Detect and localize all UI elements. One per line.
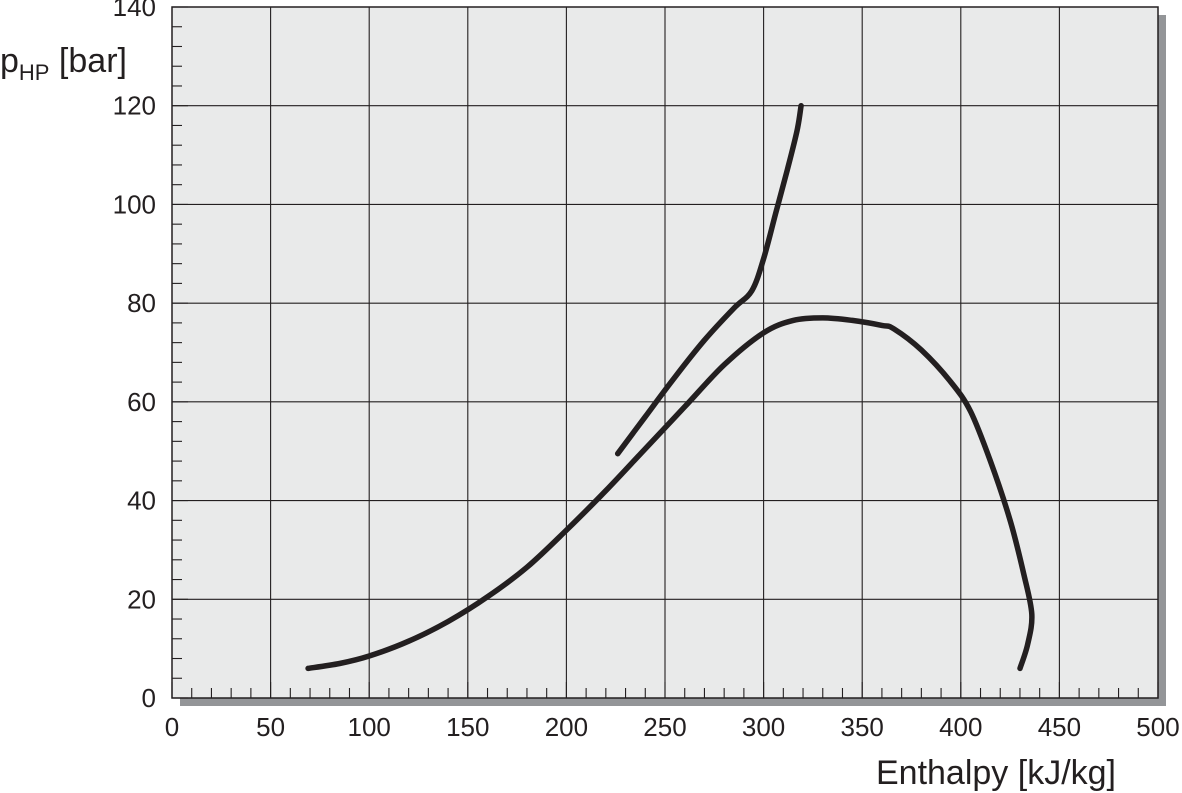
x-tick-label-0: 0 — [165, 712, 179, 742]
series-line-2 — [614, 102, 804, 457]
y-tick-label-60: 60 — [127, 387, 156, 417]
x-tick-label-250: 250 — [643, 712, 686, 742]
minor-ticks — [171, 6, 1159, 699]
y-tick-label-140: 140 — [113, 0, 156, 22]
plot-frame — [171, 6, 1159, 699]
x-tick-label-500: 500 — [1136, 712, 1179, 742]
grid — [172, 7, 1158, 698]
y-axis-title-main: p — [0, 42, 19, 80]
y-tick-label-100: 100 — [113, 189, 156, 219]
x-tick-label-300: 300 — [742, 712, 785, 742]
x-tick-label-150: 150 — [446, 712, 489, 742]
y-tick-labels: 0 20 40 60 80 100 120 140 — [113, 0, 156, 713]
x-tick-labels: 0 50 100 150 200 250 300 350 400 450 500 — [165, 712, 1180, 742]
y-tick-label-0: 0 — [142, 683, 156, 713]
y-axis-title-unit: [bar] — [49, 42, 126, 80]
x-axis-title: Enthalpy [kJ/kg] — [876, 754, 1116, 792]
series — [305, 102, 1035, 672]
x-tick-label-200: 200 — [545, 712, 588, 742]
x-tick-label-400: 400 — [939, 712, 982, 742]
y-tick-label-80: 80 — [127, 288, 156, 318]
y-tick-label-40: 40 — [127, 486, 156, 516]
y-tick-label-20: 20 — [127, 584, 156, 614]
y-tick-label-120: 120 — [113, 91, 156, 121]
series-line-1 — [305, 315, 1035, 672]
x-tick-label-50: 50 — [256, 712, 285, 742]
y-axis-title-sub: HP — [19, 60, 50, 85]
x-tick-label-350: 350 — [841, 712, 884, 742]
y-axis-title: pHP [bar] — [0, 42, 127, 85]
x-tick-label-100: 100 — [348, 712, 391, 742]
x-tick-label-450: 450 — [1038, 712, 1081, 742]
